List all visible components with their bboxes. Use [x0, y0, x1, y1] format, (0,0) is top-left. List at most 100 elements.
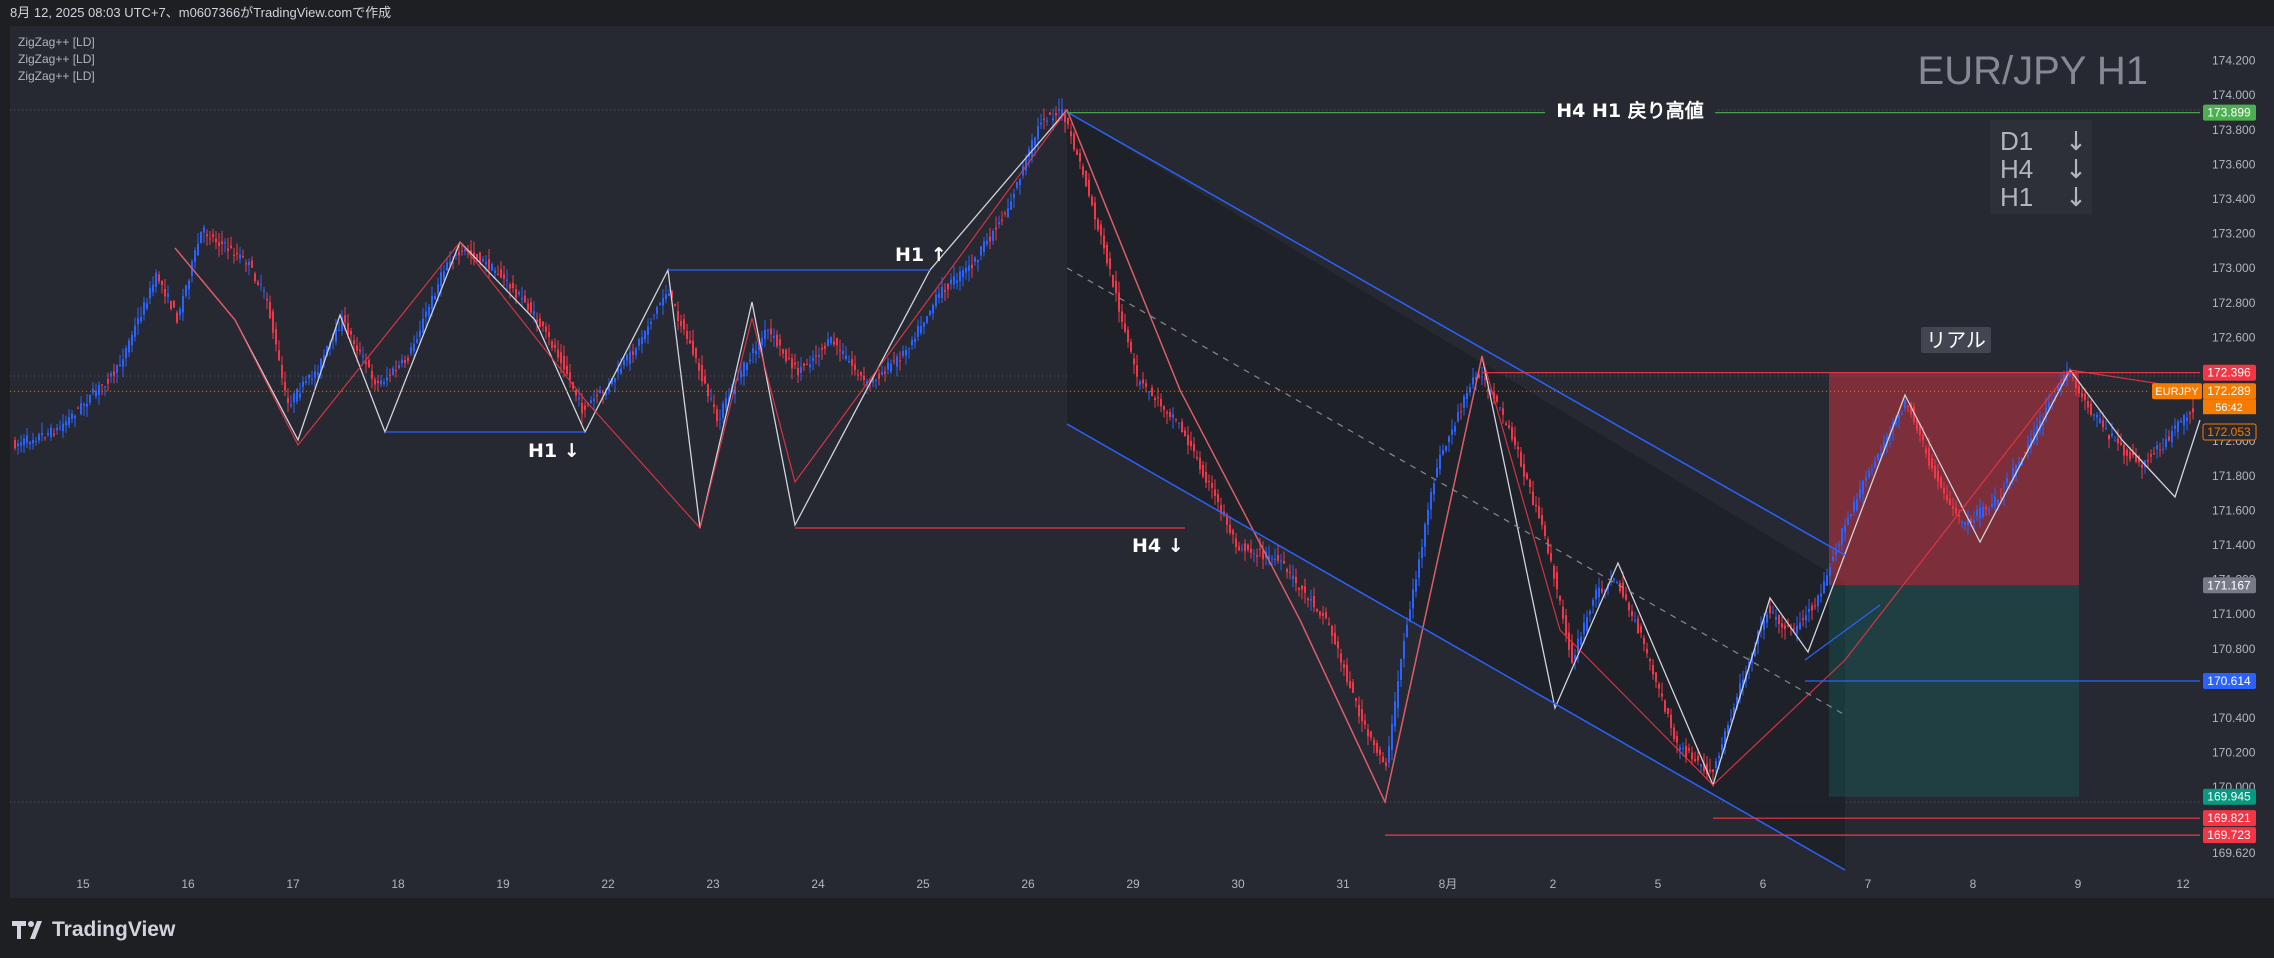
indicator-legend-item[interactable]: ZigZag++ [LD] [18, 35, 95, 49]
price-tick-label[interactable]: 172.800 [2212, 296, 2256, 310]
bearish-candle[interactable] [1334, 632, 1336, 645]
bullish-candle[interactable] [449, 261, 451, 266]
bullish-candle[interactable] [2006, 477, 2008, 483]
bearish-candle[interactable] [1088, 179, 1090, 196]
bearish-candle[interactable] [206, 234, 208, 237]
bearish-candle[interactable] [1544, 525, 1546, 536]
bullish-candle[interactable] [1997, 499, 1999, 506]
bullish-candle[interactable] [761, 338, 763, 346]
bullish-candle[interactable] [935, 294, 937, 306]
bearish-candle[interactable] [1304, 586, 1306, 593]
bearish-candle[interactable] [1067, 117, 1069, 125]
bearish-candle[interactable] [1169, 411, 1171, 418]
bullish-candle[interactable] [2027, 444, 2029, 452]
bearish-candle[interactable] [1658, 683, 1660, 689]
bearish-candle[interactable] [1943, 487, 1945, 494]
bearish-candle[interactable] [1541, 515, 1543, 525]
bullish-candle[interactable] [611, 377, 613, 385]
bearish-candle[interactable] [2132, 452, 2134, 456]
time-tick-label[interactable]: 30 [1231, 877, 1245, 891]
bullish-candle[interactable] [1982, 506, 1984, 517]
bullish-candle[interactable] [1817, 595, 1819, 607]
bullish-candle[interactable] [890, 363, 892, 372]
bearish-candle[interactable] [2192, 408, 2194, 413]
bullish-candle[interactable] [1427, 509, 1429, 525]
trend-channel-upper[interactable] [1066, 111, 1846, 556]
bearish-candle[interactable] [236, 253, 238, 255]
bearish-candle[interactable] [1514, 436, 1516, 446]
bearish-candle[interactable] [1667, 708, 1669, 714]
bearish-candle[interactable] [452, 262, 454, 264]
bullish-candle[interactable] [128, 340, 130, 353]
price-label-value[interactable]: 172.053 [2207, 425, 2251, 439]
price-axis-background[interactable] [2200, 26, 2274, 898]
pullback-high-label[interactable]: H4 H1 戻り高値 [1556, 99, 1703, 122]
bullish-candle[interactable] [2099, 418, 2101, 424]
bearish-candle[interactable] [1706, 763, 1708, 775]
bullish-candle[interactable] [974, 257, 976, 262]
bullish-candle[interactable] [152, 284, 154, 293]
bullish-candle[interactable] [80, 403, 82, 414]
bullish-candle[interactable] [494, 270, 496, 274]
bearish-candle[interactable] [1109, 258, 1111, 270]
time-tick-label[interactable]: 12 [2176, 877, 2190, 891]
bearish-candle[interactable] [1100, 224, 1102, 236]
bearish-candle[interactable] [461, 250, 463, 252]
bearish-candle[interactable] [1931, 458, 1933, 469]
bearish-candle[interactable] [371, 370, 373, 379]
bullish-candle[interactable] [1700, 764, 1702, 767]
bearish-candle[interactable] [815, 355, 817, 357]
trend-channel-midline[interactable] [1066, 267, 1846, 716]
bullish-candle[interactable] [1061, 108, 1063, 117]
bullish-candle[interactable] [578, 397, 580, 400]
bullish-candle[interactable] [908, 348, 910, 350]
bearish-candle[interactable] [563, 355, 565, 370]
bearish-candle[interactable] [1958, 515, 1960, 517]
bearish-candle[interactable] [1094, 202, 1096, 220]
bullish-candle[interactable] [2105, 427, 2107, 429]
bearish-candle[interactable] [1811, 605, 1813, 611]
bearish-candle[interactable] [218, 242, 220, 246]
bullish-candle[interactable] [1403, 640, 1405, 659]
position-reward-zone[interactable] [1829, 585, 2079, 797]
bullish-candle[interactable] [1436, 467, 1438, 478]
bullish-candle[interactable] [1763, 620, 1765, 630]
bullish-candle[interactable] [119, 364, 121, 367]
bullish-candle[interactable] [962, 270, 964, 278]
bearish-candle[interactable] [569, 372, 571, 380]
bearish-candle[interactable] [374, 379, 376, 385]
bearish-candle[interactable] [1562, 606, 1564, 619]
bearish-candle[interactable] [272, 311, 274, 333]
bearish-candle[interactable] [2075, 380, 2077, 389]
bullish-candle[interactable] [956, 280, 958, 283]
bullish-candle[interactable] [179, 309, 181, 316]
bullish-candle[interactable] [341, 317, 343, 331]
bearish-candle[interactable] [1523, 463, 1525, 477]
price-tick-label[interactable]: 174.200 [2212, 54, 2256, 68]
bullish-candle[interactable] [140, 316, 142, 322]
bullish-candle[interactable] [635, 348, 637, 356]
bearish-candle[interactable] [233, 254, 235, 256]
bearish-candle[interactable] [1325, 611, 1327, 619]
bullish-candle[interactable] [1967, 518, 1969, 526]
bullish-candle[interactable] [2096, 414, 2098, 418]
bearish-candle[interactable] [1136, 365, 1138, 377]
time-tick-label[interactable]: 8月 [1439, 877, 1458, 891]
bullish-candle[interactable] [1031, 140, 1033, 157]
bearish-candle[interactable] [680, 320, 682, 326]
bearish-candle[interactable] [1919, 423, 1921, 436]
bearish-candle[interactable] [1214, 489, 1216, 497]
bullish-candle[interactable] [482, 258, 484, 262]
time-tick-label[interactable]: 16 [181, 877, 195, 891]
bearish-candle[interactable] [1106, 245, 1108, 264]
bearish-candle[interactable] [377, 380, 379, 384]
price-label-badge[interactable] [2203, 577, 2256, 594]
bullish-candle[interactable] [2042, 423, 2044, 426]
bearish-candle[interactable] [257, 281, 259, 285]
bearish-candle[interactable] [989, 236, 991, 242]
tradingview-logo[interactable]: TradingView [12, 918, 175, 942]
bearish-candle[interactable] [1337, 641, 1339, 649]
bearish-candle[interactable] [701, 364, 703, 382]
bullish-candle[interactable] [194, 250, 196, 262]
bullish-candle[interactable] [440, 272, 442, 286]
